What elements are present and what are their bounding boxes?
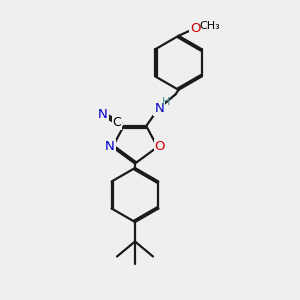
Text: H: H: [162, 97, 170, 107]
Text: N: N: [98, 108, 108, 121]
Text: N: N: [105, 140, 115, 154]
Text: C: C: [112, 116, 121, 129]
Text: N: N: [154, 102, 164, 115]
Text: O: O: [155, 140, 165, 154]
Text: CH₃: CH₃: [199, 21, 220, 31]
Text: O: O: [190, 22, 200, 35]
